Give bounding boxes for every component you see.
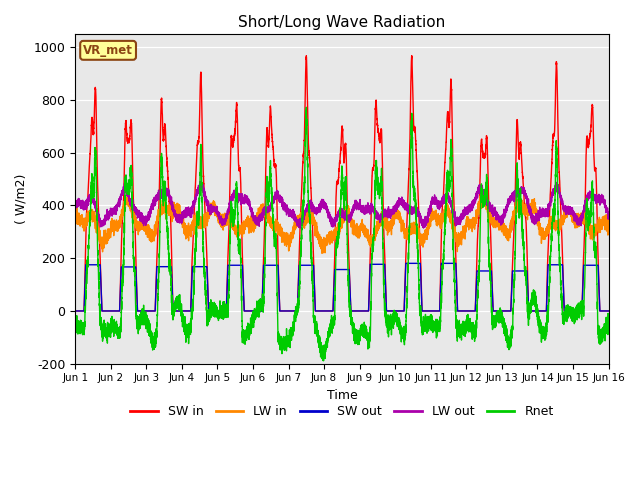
SW out xyxy=(402,261,410,266)
Rnet xyxy=(71,322,79,327)
Rnet xyxy=(605,318,612,324)
SW in xyxy=(253,308,260,314)
LW in xyxy=(605,222,612,228)
SW out xyxy=(71,308,79,314)
SW in xyxy=(71,308,79,314)
LW in xyxy=(71,217,79,223)
SW in xyxy=(461,308,469,314)
LW in xyxy=(318,251,326,256)
Rnet xyxy=(253,312,260,317)
SW out xyxy=(582,263,590,268)
LW out xyxy=(296,225,304,231)
SW in xyxy=(605,308,612,314)
LW in xyxy=(324,233,332,239)
Text: VR_met: VR_met xyxy=(83,44,133,57)
SW in xyxy=(582,151,590,156)
SW in xyxy=(408,53,415,59)
SW in xyxy=(476,172,484,178)
Line: LW out: LW out xyxy=(75,181,609,228)
SW out xyxy=(476,268,484,274)
SW out xyxy=(461,308,469,314)
SW out xyxy=(605,308,612,314)
LW in xyxy=(476,201,484,206)
SW out xyxy=(324,308,332,314)
LW in xyxy=(481,187,488,193)
LW out xyxy=(461,212,469,217)
LW out xyxy=(476,184,484,190)
LW out xyxy=(253,220,260,226)
LW out xyxy=(196,179,204,184)
Rnet xyxy=(582,211,590,216)
Rnet xyxy=(576,305,584,311)
LW out xyxy=(71,204,79,209)
Line: SW in: SW in xyxy=(75,56,609,311)
LW in xyxy=(461,236,469,242)
LW out xyxy=(576,222,584,228)
LW in xyxy=(582,215,590,220)
Y-axis label: ( W/m2): ( W/m2) xyxy=(15,174,28,224)
LW out xyxy=(582,196,590,202)
LW out xyxy=(605,212,612,218)
SW in xyxy=(576,308,584,314)
Rnet xyxy=(476,218,484,224)
Rnet xyxy=(320,358,328,364)
LW in xyxy=(253,222,260,228)
Legend: SW in, LW in, SW out, LW out, Rnet: SW in, LW in, SW out, LW out, Rnet xyxy=(125,400,559,423)
Rnet xyxy=(324,330,332,336)
LW in xyxy=(576,219,584,225)
SW in xyxy=(324,308,332,314)
LW out xyxy=(324,213,332,218)
Rnet xyxy=(303,104,310,110)
SW out xyxy=(253,308,260,314)
Rnet xyxy=(461,327,469,333)
X-axis label: Time: Time xyxy=(326,389,357,402)
Line: Rnet: Rnet xyxy=(75,107,609,361)
SW out xyxy=(576,308,584,314)
Line: SW out: SW out xyxy=(75,264,609,311)
Title: Short/Long Wave Radiation: Short/Long Wave Radiation xyxy=(238,15,445,30)
Line: LW in: LW in xyxy=(75,190,609,253)
